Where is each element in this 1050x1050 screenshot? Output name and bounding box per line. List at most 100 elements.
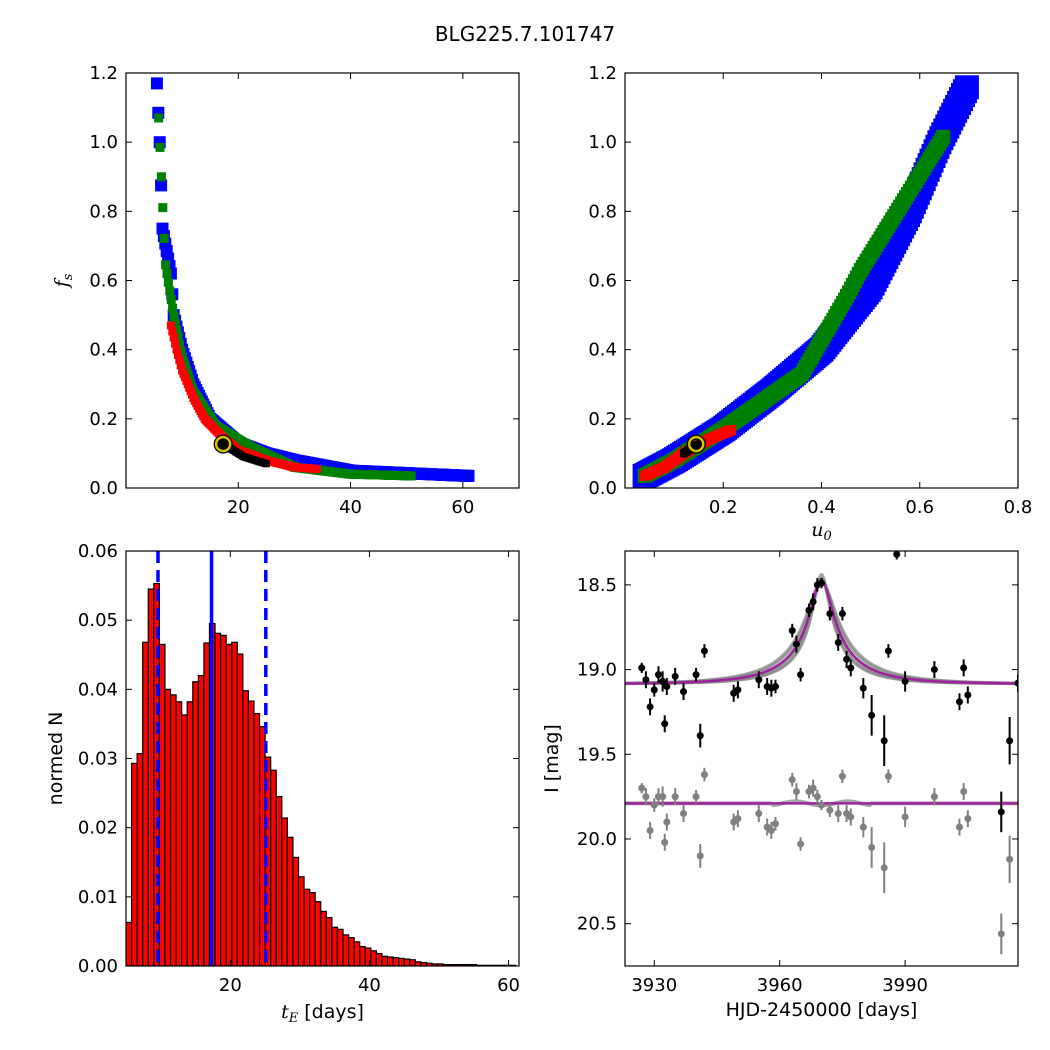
y-tick-label: 0.4 xyxy=(588,340,617,361)
histogram-bar xyxy=(214,632,222,966)
histogram-bar xyxy=(392,957,400,966)
residual-point xyxy=(767,826,775,834)
x-tick-label: 20 xyxy=(219,975,242,996)
histogram-bar xyxy=(253,712,261,966)
y-tick-label: 1.0 xyxy=(89,132,118,153)
data-point xyxy=(788,627,796,635)
histogram-bar xyxy=(175,701,183,966)
y-tick-label: 0.2 xyxy=(588,409,617,430)
y-tick-label: 0.0 xyxy=(89,478,118,499)
histogram-bar xyxy=(181,714,188,966)
confidence-cell-green xyxy=(165,286,175,296)
y-tick-label: 0.00 xyxy=(78,956,118,977)
confidence-cell-red xyxy=(176,361,185,370)
histogram-bar xyxy=(158,643,166,966)
histogram-bar xyxy=(309,892,316,966)
confidence-cell-black xyxy=(262,460,270,468)
model-sample-curve xyxy=(625,576,1018,686)
y-tick-label: 0.06 xyxy=(78,541,118,562)
histogram-bar xyxy=(331,926,339,966)
data-point xyxy=(955,698,963,706)
x-axis-label-unit: [days] xyxy=(298,1001,364,1023)
confidence-cell-green xyxy=(166,295,176,304)
y-tick-label: 0.6 xyxy=(588,271,617,292)
heatmap-cells xyxy=(150,77,475,482)
data-point xyxy=(880,737,888,745)
confidence-cell-green xyxy=(172,325,182,335)
data-point xyxy=(680,688,688,696)
model-sample-curve xyxy=(625,576,1018,685)
histogram-bar xyxy=(409,959,416,966)
confidence-cell-green xyxy=(155,142,165,152)
x-tick-label: 60 xyxy=(497,975,520,996)
histogram-bar xyxy=(220,634,227,966)
data-point xyxy=(646,703,654,711)
residual-point xyxy=(680,810,688,818)
residual-point xyxy=(772,820,780,828)
confidence-cell-green xyxy=(161,260,171,270)
histogram-bar xyxy=(130,762,138,966)
y-tick-label: 0.03 xyxy=(78,749,118,770)
histogram-bar xyxy=(375,952,383,966)
residual-point xyxy=(792,788,800,796)
histogram-bar xyxy=(336,928,344,966)
y-tick-label: 1.2 xyxy=(588,63,617,84)
histogram-bar xyxy=(353,941,361,966)
confidence-cell-green xyxy=(156,172,166,182)
histogram-bar xyxy=(303,888,311,966)
histogram-bar xyxy=(386,956,394,966)
residual-point xyxy=(788,776,796,784)
x-tick-label: 60 xyxy=(451,497,474,518)
data-point xyxy=(654,671,662,679)
panel-fs-vs-te: 20 40 60 0.0 0.2 0.4 0.6 0.8 1.0 1.2 fs xyxy=(51,63,520,518)
histogram-bars xyxy=(126,582,517,966)
y-tick-label: 20.0 xyxy=(577,829,617,850)
x-tick-label: 0.6 xyxy=(905,497,934,518)
data-point xyxy=(642,676,650,684)
data-point xyxy=(661,720,669,728)
x-tick-label: 3930 xyxy=(631,975,677,996)
confidence-cell-red xyxy=(168,327,177,336)
residual-point xyxy=(755,810,763,818)
histogram-bar xyxy=(225,643,233,966)
residual-point xyxy=(642,793,650,801)
data-point xyxy=(805,606,813,614)
data-point xyxy=(1014,679,1018,687)
residual-point xyxy=(797,840,805,848)
histogram-bar xyxy=(325,916,333,966)
residual-point xyxy=(964,815,972,823)
y-tick-label: 1.2 xyxy=(89,63,118,84)
y-tick-label: 0.05 xyxy=(78,610,118,631)
histogram-bar xyxy=(136,753,144,966)
residual-point xyxy=(638,784,646,792)
histogram-bar xyxy=(381,955,389,966)
histogram-bar xyxy=(169,694,177,966)
data-point xyxy=(834,638,842,646)
y-tick-label: 0.0 xyxy=(588,478,617,499)
confidence-cell-green xyxy=(173,332,183,342)
heatmap-cells xyxy=(632,75,979,488)
histogram-bar xyxy=(342,934,350,966)
residual-point xyxy=(847,813,855,821)
confidence-cell-red xyxy=(172,345,181,354)
histogram-bar xyxy=(370,950,377,966)
confidence-cell-red xyxy=(175,356,184,364)
histogram-bar xyxy=(186,701,194,966)
confidence-cell-blue xyxy=(954,75,979,100)
confidence-cell-blue xyxy=(155,179,168,192)
data-point xyxy=(797,671,805,679)
data-point xyxy=(893,551,901,558)
data-point xyxy=(997,808,1005,816)
best-fit-marker xyxy=(687,435,705,453)
x-tick-label: 0.8 xyxy=(1004,497,1033,518)
panel-lightcurve: 3930 3960 3990 18.5 19.0 19.5 20.0 20.5 HJD-2450… xyxy=(541,550,1019,1021)
histogram-bar xyxy=(197,674,205,966)
plot-frame xyxy=(125,72,520,489)
data-point xyxy=(1006,737,1014,745)
confidence-cell-green xyxy=(170,318,180,328)
figure-title: BLG225.7.101747 xyxy=(434,22,616,46)
data-point xyxy=(884,647,892,655)
y-tick-label: 0.8 xyxy=(89,201,118,222)
histogram-bar xyxy=(231,641,238,966)
